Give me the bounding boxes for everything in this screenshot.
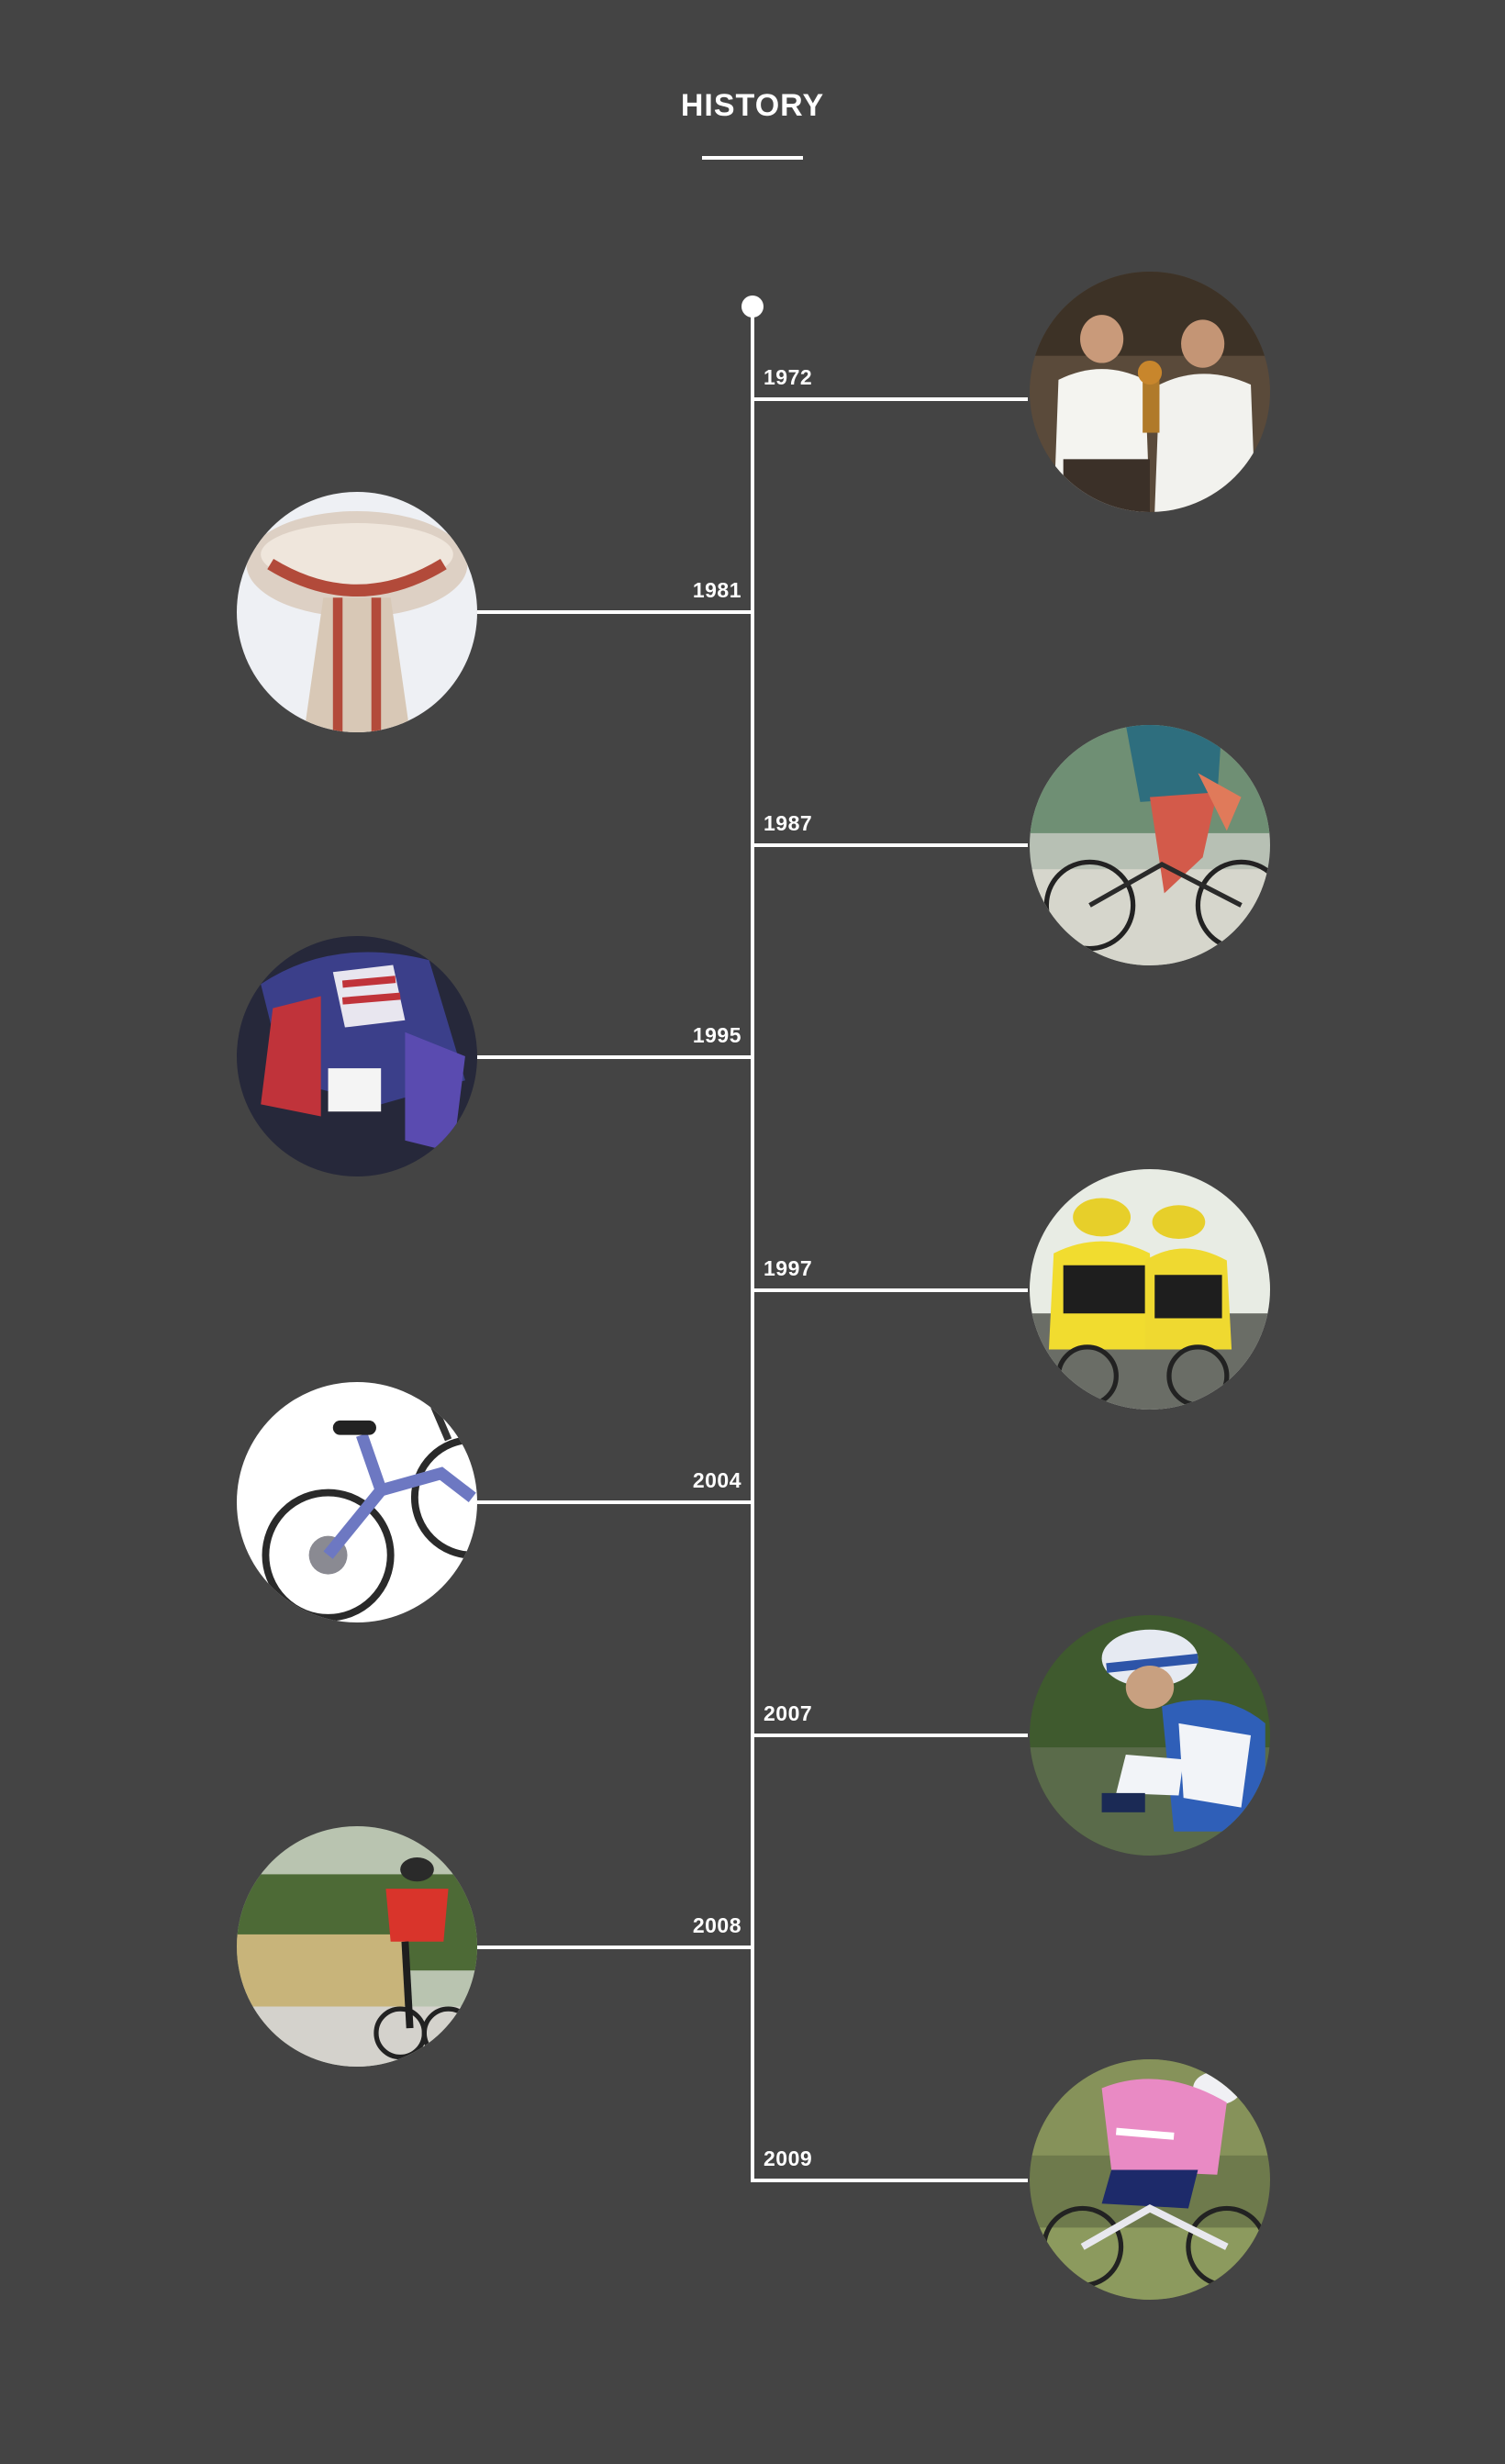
timeline-year: 1987 [764, 811, 813, 835]
timeline-branch [477, 1055, 752, 1059]
racer-helmet-photo[interactable] [1030, 1615, 1270, 1856]
title-underline [702, 156, 803, 160]
giant-tower-photo[interactable] [237, 492, 477, 732]
mountain-biker-photo[interactable] [237, 936, 477, 1176]
timeline-year: 2004 [692, 1468, 741, 1492]
timeline-branch [752, 397, 1028, 401]
road-cyclist-photo[interactable] [1030, 725, 1270, 965]
timeline-branch [752, 1734, 1028, 1737]
timeline-branch [477, 1946, 752, 1949]
page-title: HISTORY [680, 88, 825, 123]
timeline-year: 1995 [692, 1023, 741, 1047]
timeline-year: 2007 [764, 1701, 813, 1725]
timeline-year: 1972 [764, 365, 813, 389]
timeline-branch [477, 1500, 752, 1504]
founders-trophy-photo[interactable] [1030, 272, 1270, 512]
timeline-branch [752, 1288, 1028, 1292]
timeline-year: 2009 [764, 2146, 813, 2170]
racing-team-photo[interactable] [1030, 1169, 1270, 1410]
timeline-branch [752, 2179, 1028, 2182]
timeline-branch [477, 610, 752, 614]
timeline-axis [751, 307, 754, 2182]
timeline-year: 2008 [692, 1913, 741, 1937]
timeline-year: 1981 [692, 578, 741, 602]
timeline-branch [752, 843, 1028, 847]
timeline-year: 1997 [764, 1256, 813, 1280]
pink-jersey-rider-photo[interactable] [1030, 2059, 1270, 2300]
trail-riders-photo[interactable] [237, 1826, 477, 2067]
mountain-bike-photo[interactable] [237, 1382, 477, 1622]
